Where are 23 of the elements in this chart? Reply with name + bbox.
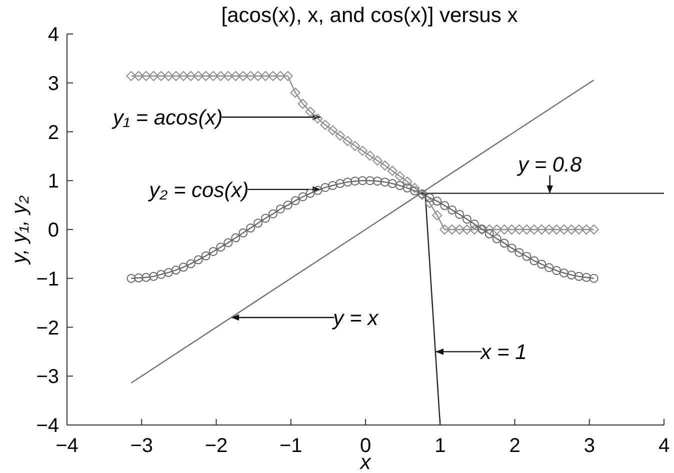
y-tick-label: −3 xyxy=(36,366,59,388)
x-tick-label: −3 xyxy=(130,435,154,458)
y-tick-label: 3 xyxy=(48,72,59,95)
y-tick-label: 4 xyxy=(48,24,59,46)
x-tick-label: 4 xyxy=(658,435,670,458)
x-tick-label: −2 xyxy=(204,435,228,458)
y-tick-label: −4 xyxy=(36,415,59,437)
y-tick-label: −2 xyxy=(36,317,59,340)
annotation: y₂ = cos(x) xyxy=(147,178,249,202)
y-tick-label: −1 xyxy=(36,268,59,290)
y-tick-label: 2 xyxy=(48,122,59,144)
x-tick-label: 1 xyxy=(434,435,446,458)
y-tick-label: 0 xyxy=(48,220,59,242)
y-axis-title: y, y₁, y₂ xyxy=(8,196,31,266)
chart-title: [acos(x), x, and cos(x)] versus x xyxy=(221,4,518,27)
annotation: y₁ = acos(x) xyxy=(110,106,223,130)
annotation: x = 1 xyxy=(480,341,527,364)
annotation: y = x xyxy=(331,306,380,330)
x-tick-label: 3 xyxy=(584,435,595,458)
x-tick-label: −1 xyxy=(279,435,302,458)
annotation: y = 0.8 xyxy=(516,153,582,176)
x-tick-label: 2 xyxy=(509,435,520,458)
y-tick-label: 1 xyxy=(48,170,59,193)
